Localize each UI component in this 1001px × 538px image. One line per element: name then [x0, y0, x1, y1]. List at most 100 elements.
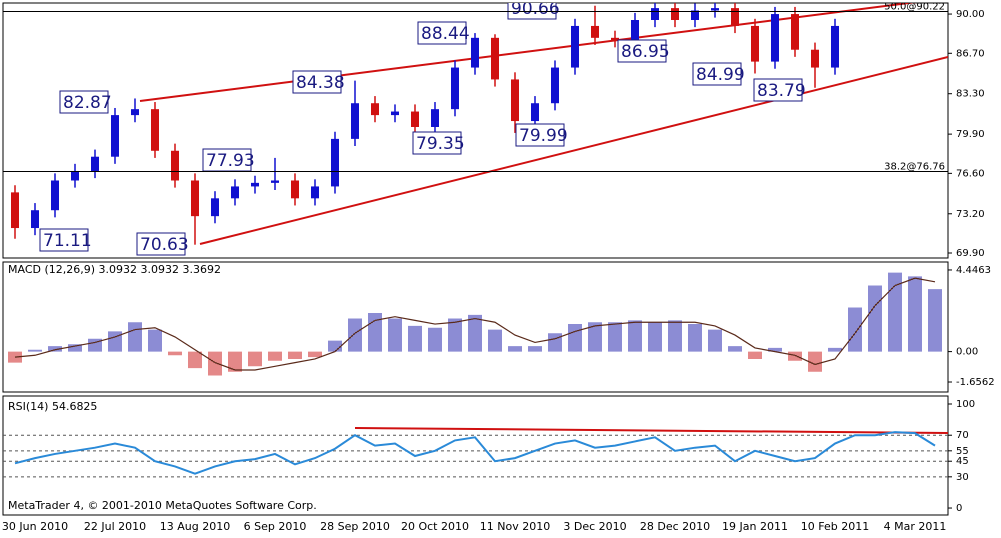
y-tick-label: 100 [956, 399, 975, 410]
rsi-line [14, 431, 936, 475]
x-tick-label: 28 Sep 2010 [320, 520, 390, 533]
annotation: 77.93 [206, 151, 255, 171]
candle-body [271, 180, 279, 183]
candle-body [231, 186, 239, 199]
y-tick-label: 30 [956, 472, 969, 483]
candle-body [31, 210, 39, 229]
candle-body [91, 156, 99, 171]
y-tick-label: 86.70 [956, 48, 985, 59]
candle-body [551, 67, 559, 104]
macd-title: MACD (12,26,9) 3.0932 3.0932 3.3692 [8, 263, 221, 276]
x-tick-label: 6 Sep 2010 [244, 520, 307, 533]
y-tick-label: 0 [956, 503, 962, 514]
y-tick-label: 55 [956, 446, 969, 457]
candle-body [591, 25, 599, 38]
candle-body [111, 115, 119, 157]
signal-line [14, 277, 936, 371]
annotation-box [39, 228, 89, 252]
x-tick-label: 10 Feb 2011 [801, 520, 869, 533]
annotation: 83.79 [757, 81, 806, 101]
candle-body [11, 192, 19, 229]
annotation-box [412, 131, 462, 155]
candle-body [311, 186, 319, 199]
candle-body [831, 25, 839, 68]
annotation: 79.99 [519, 126, 568, 146]
candle-body [251, 182, 259, 187]
candle-body [391, 111, 399, 116]
annotation-box [617, 39, 667, 63]
channel-lower [199, 56, 948, 245]
candle-body [811, 49, 819, 68]
annotation-box [692, 62, 742, 86]
candle-body [711, 8, 719, 11]
candle-body [631, 20, 639, 41]
y-tick-label: 45 [956, 456, 969, 467]
y-tick-label: 0.00 [956, 347, 978, 358]
y-tick-label: 76.60 [956, 168, 985, 179]
x-tick-label: 19 Jan 2011 [722, 520, 788, 533]
x-tick-label: 3 Dec 2010 [563, 520, 626, 533]
level-label: 38.2@76.76 [884, 161, 945, 172]
x-tick-label: 28 Dec 2010 [640, 520, 710, 533]
candle-body [491, 37, 499, 80]
annotation-box [292, 70, 342, 94]
annotation-box [136, 232, 186, 256]
annotation: 88.44 [421, 24, 470, 44]
y-tick-label: 90.00 [956, 9, 985, 20]
candle-body [371, 103, 379, 116]
annotation-box [753, 78, 803, 102]
candle-body [511, 79, 519, 122]
y-tick-label: 70 [956, 430, 969, 441]
candle-body [51, 180, 59, 211]
price-plot: 71.1182.8770.6377.9384.3879.3588.4490.66… [11, 3, 839, 256]
rsi-trendline [354, 427, 949, 434]
candle-body [411, 111, 419, 127]
candle-body [191, 180, 199, 217]
candle-body [151, 109, 159, 151]
y-tick-label: 73.20 [956, 209, 985, 220]
x-tick-label: 4 Mar 2011 [884, 520, 947, 533]
annotation: 86.95 [621, 42, 670, 62]
candle-body [471, 37, 479, 68]
candle-body [331, 138, 339, 187]
x-tick-label: 22 Jul 2010 [84, 520, 146, 533]
candle-body [531, 103, 539, 122]
annotation: 84.99 [696, 65, 745, 85]
annotation: 70.63 [140, 235, 189, 255]
candle-body [731, 8, 739, 26]
channel-upper [139, 3, 917, 102]
macd-panel [2, 261, 949, 393]
candle-body [791, 14, 799, 50]
candle-body [351, 103, 359, 139]
annotation: 71.11 [43, 231, 92, 251]
candle-body [171, 150, 179, 181]
x-tick-label: 20 Oct 2010 [401, 520, 469, 533]
candle-body [291, 180, 299, 199]
candle-body [451, 67, 459, 110]
y-tick-label: 4.4463 [956, 265, 991, 276]
x-tick-label: 13 Aug 2010 [160, 520, 230, 533]
y-tick-label: 79.90 [956, 129, 985, 140]
annotation-box [59, 90, 109, 114]
candle-body [571, 25, 579, 68]
y-tick-label: -1.6562 [956, 377, 995, 388]
rsi-panel [2, 395, 949, 516]
level-label: 50.0@90.22 [884, 1, 945, 12]
annotation: 82.87 [63, 93, 112, 113]
annotation-box [515, 123, 565, 147]
annotation-box [417, 21, 467, 45]
x-tick-label: 30 Jun 2010 [2, 520, 68, 533]
candle-body [211, 198, 219, 217]
price-panel [2, 2, 949, 259]
footer: MetaTrader 4, © 2001-2010 MetaQuotes Sof… [8, 499, 317, 512]
candle-body [671, 8, 679, 20]
y-tick-label: 83.30 [956, 89, 985, 100]
annotation: 79.35 [416, 134, 465, 154]
candle-body [771, 14, 779, 62]
x-tick-label: 11 Nov 2010 [480, 520, 550, 533]
candle-body [71, 170, 79, 181]
candle-body [651, 8, 659, 20]
candle-body [691, 10, 699, 20]
annotation: 84.38 [296, 73, 345, 93]
